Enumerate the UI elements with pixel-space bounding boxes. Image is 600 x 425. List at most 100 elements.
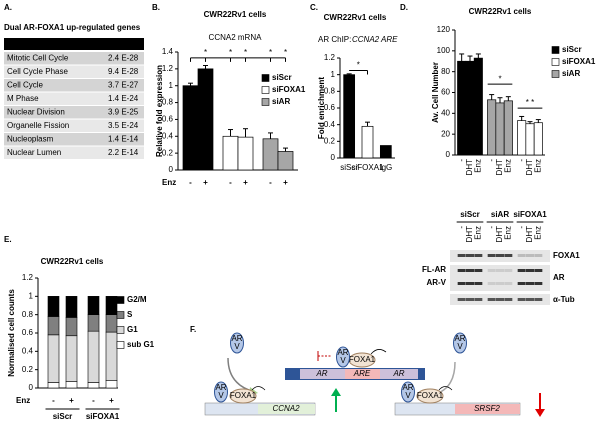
chart-subtitle: CCNA2 mRNA (209, 33, 263, 42)
chart-title: CWR22Rv1 cells (324, 13, 387, 22)
protein-label: V (405, 391, 411, 400)
table-row (4, 92, 144, 105)
blot-band (466, 282, 474, 285)
blot-band (466, 298, 474, 301)
blot-band (534, 254, 543, 257)
blot-band (496, 298, 504, 301)
y-tick-label: 80 (441, 67, 450, 76)
table-title: Dual AR-FOXA1 up-regulated genes (4, 23, 141, 32)
gene-segment (300, 369, 345, 379)
bar (182, 85, 199, 171)
blot-band (534, 269, 543, 272)
table-header-cell: Functional annotation (7, 39, 91, 48)
blot-band-label: FL-AR (422, 265, 446, 274)
blot-band (526, 269, 534, 272)
table-cell: Nucleoplasm (7, 135, 54, 144)
y-tick-label: 1.2 (324, 53, 336, 62)
protein-label: AR (337, 348, 348, 357)
y-tick-label: 60 (441, 88, 450, 97)
bar (277, 151, 294, 171)
foxa1-protein (416, 388, 444, 404)
table-header (4, 38, 144, 50)
blot-band-label: α-Tub (553, 295, 575, 304)
arrow (251, 386, 266, 391)
x-tick-label: siScr (340, 163, 358, 172)
panel-label: F. (190, 325, 196, 334)
table-cell: 3.9 E-25 (108, 108, 139, 117)
blot-band (466, 254, 474, 257)
table-row (4, 133, 144, 146)
blot-band (504, 269, 513, 272)
panel-label: D. (400, 3, 408, 12)
y-tick-label: 0.6 (22, 328, 34, 337)
bar-segment (47, 334, 60, 383)
y-tick-label: 0.4 (162, 131, 174, 140)
y-tick-label: 0.2 (324, 136, 336, 145)
blot-group-label: siFOXA1 (513, 210, 547, 219)
y-tick-label: 0.8 (324, 86, 336, 95)
blot-band (474, 254, 483, 257)
blot-lane-label: Enz (533, 226, 542, 240)
bar (457, 60, 467, 156)
y-tick-label: 120 (437, 25, 451, 34)
blot-band-label: AR (553, 273, 565, 282)
table-row (4, 119, 144, 132)
table-row (4, 52, 144, 65)
blot-lane-label: DHT (465, 226, 474, 243)
arrow (227, 357, 256, 393)
table-cell: 2.4 E-28 (108, 54, 139, 63)
legend-swatch (116, 311, 125, 319)
y-tick-label: 0.4 (22, 346, 34, 355)
y-tick-label: 20 (441, 129, 450, 138)
protein-label: V (218, 391, 224, 400)
legend-swatch (116, 296, 125, 304)
y-tick-label: 0.2 (162, 148, 174, 157)
x-tick-label: - (229, 178, 232, 187)
bar (495, 102, 505, 156)
y-tick-label: 1.2 (22, 273, 34, 282)
y-axis-label: Relative fold expression (155, 65, 164, 157)
protein-label: AR (402, 383, 413, 392)
legend-label: G2/M (127, 295, 147, 304)
significance: * * (526, 98, 534, 107)
blot-panel (450, 265, 550, 291)
legend-swatch (261, 74, 270, 82)
legend-label: sub G1 (127, 340, 155, 349)
blot-band (474, 282, 483, 285)
bar (197, 68, 214, 171)
legend-swatch (551, 46, 560, 54)
legend-label: siScr (562, 45, 582, 54)
blot-band (496, 282, 504, 285)
blot-band (496, 269, 504, 272)
chart-subtitle: CCNA2 ARE (352, 35, 398, 44)
x-tick-label: + (283, 178, 288, 187)
panel-label: B. (152, 3, 160, 12)
table-cell: Organelle Fission (7, 121, 69, 130)
arrow (438, 386, 453, 391)
legend-label: siAR (562, 69, 580, 78)
y-tick-label: 40 (441, 108, 450, 117)
bar (487, 99, 497, 156)
bar-segment (65, 335, 78, 382)
legend-swatch (261, 86, 270, 94)
blot-lane-label: - (457, 226, 466, 229)
x-tick-label: + (69, 396, 74, 405)
blot-lane-label: Enz (503, 226, 512, 240)
x-tick-label: IgG (379, 163, 392, 172)
y-tick-label: 0.2 (22, 365, 34, 374)
blot-band (526, 254, 534, 257)
table-header-cell: p-value (108, 39, 137, 48)
gene-label: AR (392, 369, 404, 378)
protein-label: FOXA1 (417, 391, 444, 400)
protein-label: AR (231, 334, 242, 343)
protein-label: FOXA1 (230, 391, 257, 400)
blot-band (466, 269, 474, 272)
y-tick-label: 0.8 (22, 310, 34, 319)
group-label: siScr (53, 412, 73, 421)
blot-band (457, 254, 466, 257)
x-tick-label: - (92, 396, 95, 405)
blot-group-label: siAR (491, 210, 509, 219)
bar-segment (105, 314, 118, 333)
x-tick-label: - (52, 396, 55, 405)
blot-lane-label: Enz (473, 226, 482, 240)
